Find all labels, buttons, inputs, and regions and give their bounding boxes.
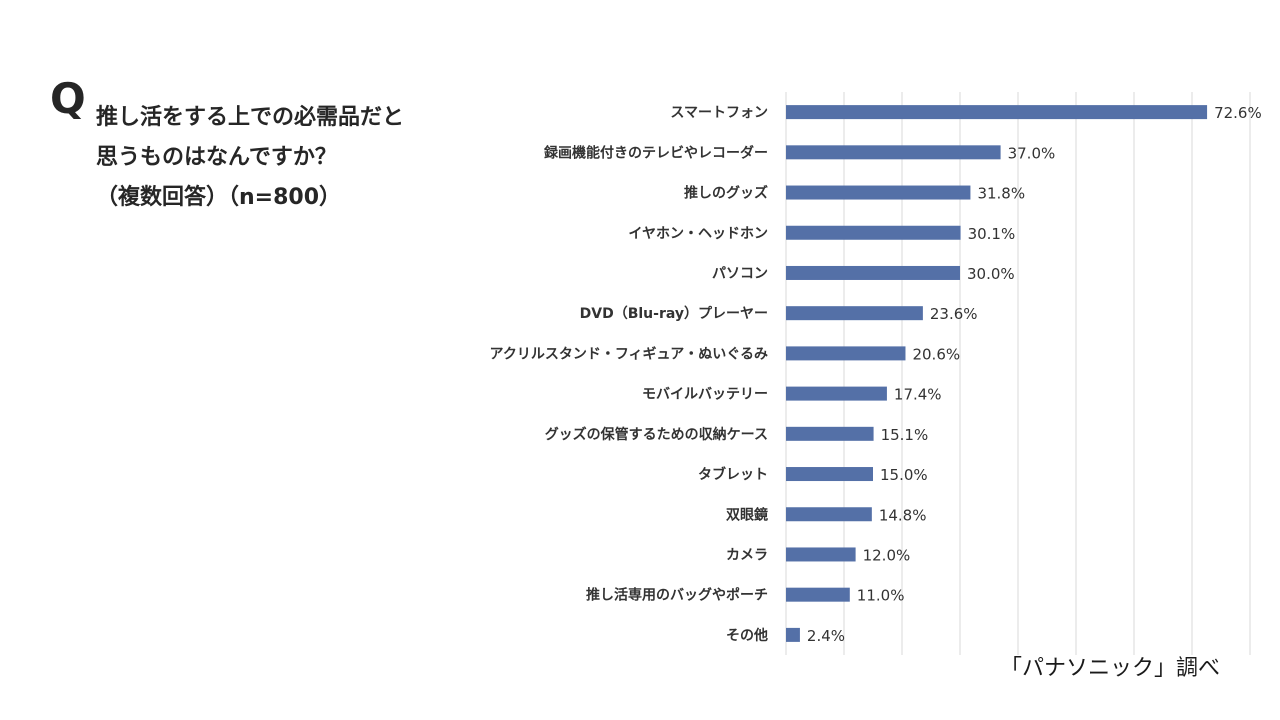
question-line-2: 思うものはなんですか？ bbox=[96, 145, 337, 170]
bar bbox=[786, 587, 850, 602]
question-line-1: 推し活をする上での必需品だと bbox=[96, 105, 405, 130]
category-label: アクリルスタンド・フィギュア・ぬいぐるみ bbox=[490, 345, 768, 362]
value-label: 15.1% bbox=[881, 426, 929, 444]
question-mark: Q bbox=[50, 74, 86, 123]
value-label: 30.1% bbox=[968, 225, 1016, 243]
bar bbox=[786, 105, 1208, 120]
bar bbox=[786, 225, 961, 240]
bar bbox=[786, 306, 923, 321]
category-label: カメラ bbox=[726, 547, 768, 563]
category-label: タブレット bbox=[698, 466, 768, 483]
value-label: 15.0% bbox=[880, 466, 928, 484]
source-credit: 「パナソニック」調べ bbox=[1000, 656, 1221, 681]
value-label: 31.8% bbox=[977, 185, 1025, 203]
question-line-3: （複数回答）（n=800） bbox=[96, 185, 342, 210]
category-label: グッズの保管するための収納ケース bbox=[545, 426, 768, 443]
category-label: イヤホン・ヘッドホン bbox=[628, 226, 768, 242]
bar bbox=[786, 145, 1001, 160]
value-label: 11.0% bbox=[857, 587, 905, 605]
category-label: 録画機能付きのテレビやレコーダー bbox=[544, 144, 768, 161]
value-label: 20.6% bbox=[912, 345, 960, 363]
bar bbox=[786, 547, 856, 562]
value-label: 12.0% bbox=[863, 546, 911, 564]
value-label: 30.0% bbox=[967, 265, 1015, 283]
value-label: 2.4% bbox=[807, 627, 845, 645]
value-label: 14.8% bbox=[879, 506, 927, 524]
value-label: 72.6% bbox=[1214, 104, 1262, 122]
bar bbox=[786, 346, 906, 361]
bar bbox=[786, 265, 960, 280]
bar bbox=[786, 467, 873, 482]
category-label: その他 bbox=[726, 627, 768, 644]
category-label: 推し活専用のバッグやポーチ bbox=[586, 587, 768, 604]
category-label: パソコン bbox=[712, 266, 768, 282]
category-label: 推しのグッズ bbox=[684, 185, 768, 202]
question-text: 推し活をする上での必需品だと 思うものはなんですか？ （複数回答）（n=800） bbox=[96, 98, 466, 218]
bar bbox=[786, 426, 874, 441]
bar bbox=[786, 627, 800, 642]
value-label: 23.6% bbox=[930, 305, 978, 323]
bar bbox=[786, 386, 887, 401]
value-label: 17.4% bbox=[894, 386, 942, 404]
bar bbox=[786, 185, 971, 200]
category-label: 双眼鏡 bbox=[726, 506, 768, 523]
category-label: モバイルバッテリー bbox=[642, 387, 768, 403]
value-label: 37.0% bbox=[1008, 144, 1056, 162]
category-label: DVD（Blu-ray）プレーヤー bbox=[580, 306, 768, 322]
category-label: スマートフォン bbox=[670, 105, 768, 121]
bar bbox=[786, 507, 872, 522]
